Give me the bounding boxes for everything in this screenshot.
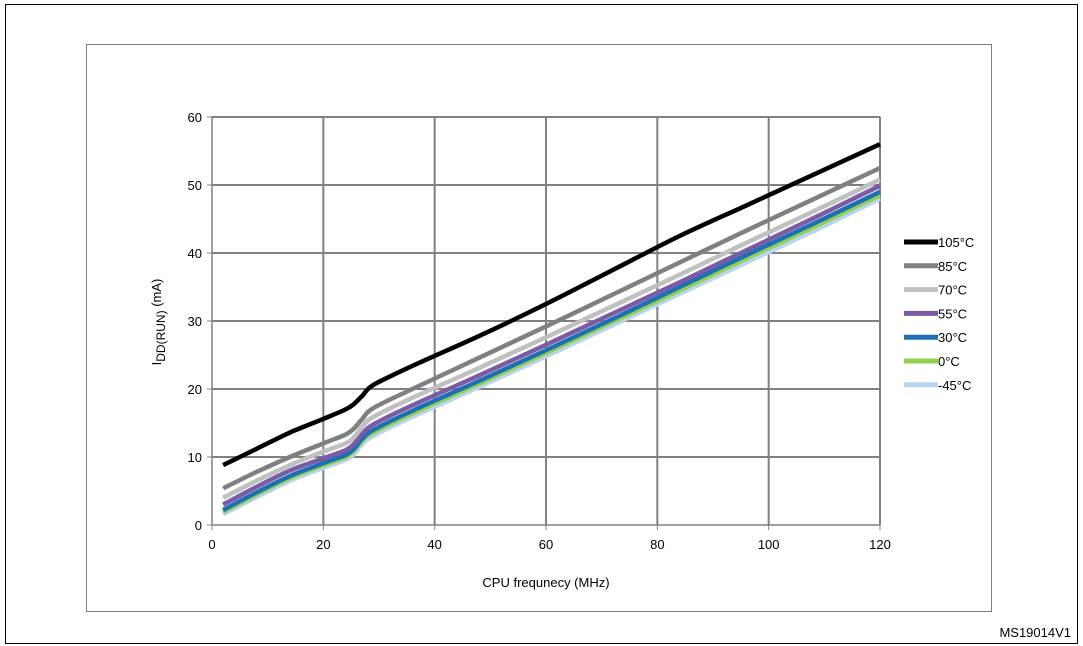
x-axis-title: CPU frequnecy (MHz) — [482, 575, 609, 590]
series-line-30C — [222, 189, 881, 513]
series-line-55C — [222, 183, 881, 507]
x-tick-label: 120 — [869, 537, 891, 552]
legend: 105°C 85°C 70°C 55°C 30°C 0°C -45°C — [904, 235, 974, 393]
x-tick-label: 100 — [758, 537, 780, 552]
series-line-70C — [222, 177, 881, 500]
y-tick-label: 0 — [195, 518, 202, 533]
legend-label: 30°C — [938, 330, 967, 345]
legend-label: -45°C — [938, 378, 971, 393]
y-axis-title-main: I — [149, 362, 164, 366]
y-tick-label: 20 — [188, 382, 202, 397]
legend-label: 85°C — [938, 259, 967, 274]
y-tick-label: 40 — [188, 246, 202, 261]
legend-label: 70°C — [938, 283, 967, 298]
x-tick-label: 60 — [539, 537, 553, 552]
y-tick-label: 30 — [188, 314, 202, 329]
reference-id: MS19014V1 — [999, 625, 1071, 640]
legend-label: 105°C — [938, 235, 974, 250]
y-tick-label: 60 — [188, 110, 202, 125]
x-tick-label: 40 — [427, 537, 441, 552]
legend-label: 0°C — [938, 354, 960, 369]
series-line-105C — [222, 142, 881, 468]
series-lines — [222, 142, 881, 517]
y-axis-title-sub: DD(RUN) — [154, 310, 168, 361]
y-axis-title: IDD(RUN) (mA) — [149, 279, 168, 366]
chart-frame — [86, 44, 992, 612]
x-tick-label: 80 — [650, 537, 664, 552]
legend-label: 55°C — [938, 306, 967, 321]
x-tick-label: 0 — [208, 537, 215, 552]
y-axis-title-unit: (mA) — [149, 279, 164, 311]
page-frame — [5, 4, 1078, 644]
series-line-85C — [222, 165, 881, 491]
y-tick-label: 50 — [188, 178, 202, 193]
x-tick-label: 20 — [316, 537, 330, 552]
series-line--45C — [222, 196, 881, 517]
axes: 0 20 40 60 80 100 120 0 10 20 30 40 50 60 — [188, 110, 891, 552]
y-tick-label: 10 — [188, 450, 202, 465]
